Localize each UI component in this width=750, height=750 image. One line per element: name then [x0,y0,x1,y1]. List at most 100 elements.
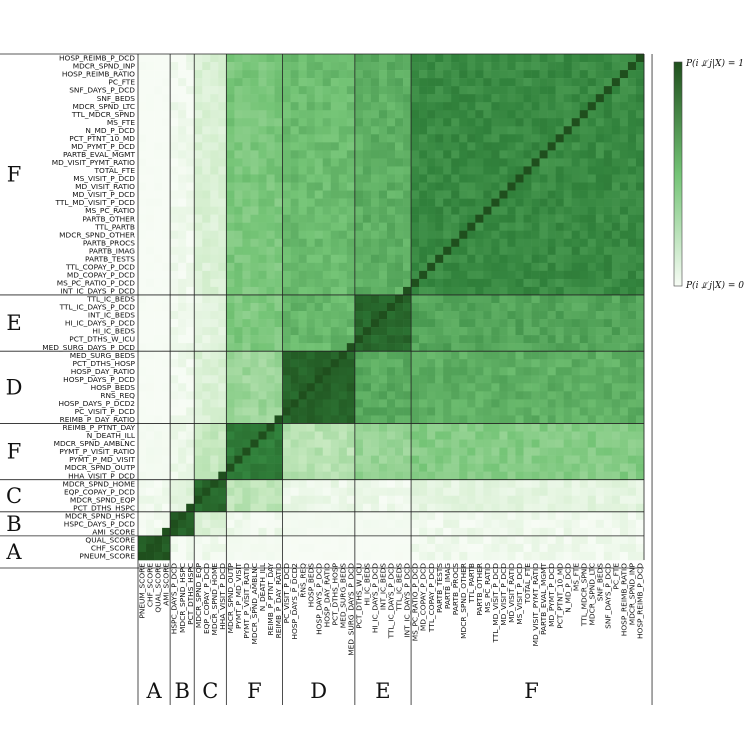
heatmap-cell [250,206,259,215]
heatmap-cell [555,383,564,392]
heatmap-cell [362,62,372,71]
heatmap-cell [170,423,179,432]
heatmap-cell [306,54,315,63]
heatmap-cell [483,70,492,79]
heatmap-cell [146,439,155,448]
heatmap-cell [282,311,291,320]
heatmap-cell [603,54,613,63]
heatmap-cell [563,423,573,432]
heatmap-cell [515,431,524,440]
heatmap-cell [435,222,444,231]
heatmap-cell [467,415,476,424]
heatmap-cell [274,511,283,521]
heatmap-cell [427,286,436,296]
heatmap-cell [322,543,332,553]
heatmap-cell [258,118,267,127]
heatmap-cell [242,102,251,111]
heatmap-cell [611,134,621,143]
heatmap-cell [218,447,227,456]
heatmap-cell [386,327,396,336]
heatmap-cell [411,519,420,529]
column-label: HOSP_REIMB_RATIO [620,563,629,636]
heatmap-cell [186,447,195,456]
heatmap-cell [499,230,508,240]
heatmap-cell [635,78,645,87]
heatmap-cell [419,222,428,231]
heatmap-cell [178,54,187,63]
heatmap-cell [483,142,492,151]
heatmap-cell [202,102,211,111]
heatmap-cell [322,166,332,175]
heatmap-cell [298,431,307,440]
heatmap-cell [362,254,372,264]
heatmap-cell [386,142,396,151]
heatmap-cell [362,222,372,231]
heatmap-cell [314,447,324,456]
heatmap-cell [298,375,307,384]
heatmap-cell [138,118,147,127]
heatmap-cell [378,302,388,312]
heatmap-cell [306,543,315,553]
heatmap-cell [202,351,211,360]
heatmap-cell [451,118,460,127]
heatmap-cell [266,206,275,215]
heatmap-cell [619,294,629,304]
heatmap-cell [306,254,315,264]
heatmap-cell [419,102,428,111]
heatmap-cell [595,463,605,472]
heatmap-cell [579,206,589,215]
heatmap-cell [186,222,195,231]
heatmap-cell [587,54,597,63]
heatmap-cell [226,166,235,175]
heatmap-cell [491,519,500,529]
heatmap-cell [338,375,348,384]
heatmap-cell [451,142,460,151]
heatmap-cell [563,471,573,480]
heatmap-cell [346,551,356,561]
heatmap-cell [178,150,187,159]
heatmap-cell [378,495,388,505]
heatmap-cell [499,415,508,424]
heatmap-cell [531,174,540,183]
heatmap-cell [491,399,500,408]
heatmap-cell [386,511,396,521]
row-label: SNF_BEDS [97,94,136,103]
heatmap-cell [563,62,573,71]
heatmap-cell [194,503,203,513]
heatmap-cell [499,198,508,207]
heatmap-cell [507,262,516,272]
heatmap-cell [370,174,380,183]
heatmap-cell [523,254,532,264]
heatmap-cell [523,246,532,256]
heatmap-cell [386,110,396,119]
heatmap-cell [266,391,275,400]
heatmap-cell [467,190,476,199]
heatmap-cell [370,78,380,87]
heatmap-cell [627,399,637,408]
heatmap-cell [186,343,195,352]
heatmap-cell [539,166,548,175]
heatmap-cell [491,158,500,167]
heatmap-cell [587,222,597,231]
heatmap-cell [322,150,332,159]
heatmap-cell [170,54,179,63]
heatmap-cell [531,431,540,440]
column-label: SNF_DAYS_P_DCD [603,563,612,629]
heatmap-cell [403,102,412,111]
heatmap-cell [635,383,645,392]
heatmap-cell [531,383,540,392]
heatmap-cell [579,391,589,400]
heatmap-cell [499,86,508,95]
heatmap-cell [266,174,275,183]
heatmap-cell [338,198,348,207]
heatmap-cell [547,222,556,231]
heatmap-cell [266,343,275,352]
heatmap-cell [419,78,428,87]
heatmap-cell [338,327,348,336]
heatmap-cell [210,126,219,135]
heatmap-cell [491,367,500,376]
heatmap-cell [483,54,492,63]
heatmap-cell [475,150,484,159]
heatmap-cell [507,110,516,119]
